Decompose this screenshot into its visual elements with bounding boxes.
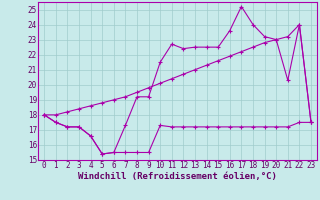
X-axis label: Windchill (Refroidissement éolien,°C): Windchill (Refroidissement éolien,°C)	[78, 172, 277, 181]
